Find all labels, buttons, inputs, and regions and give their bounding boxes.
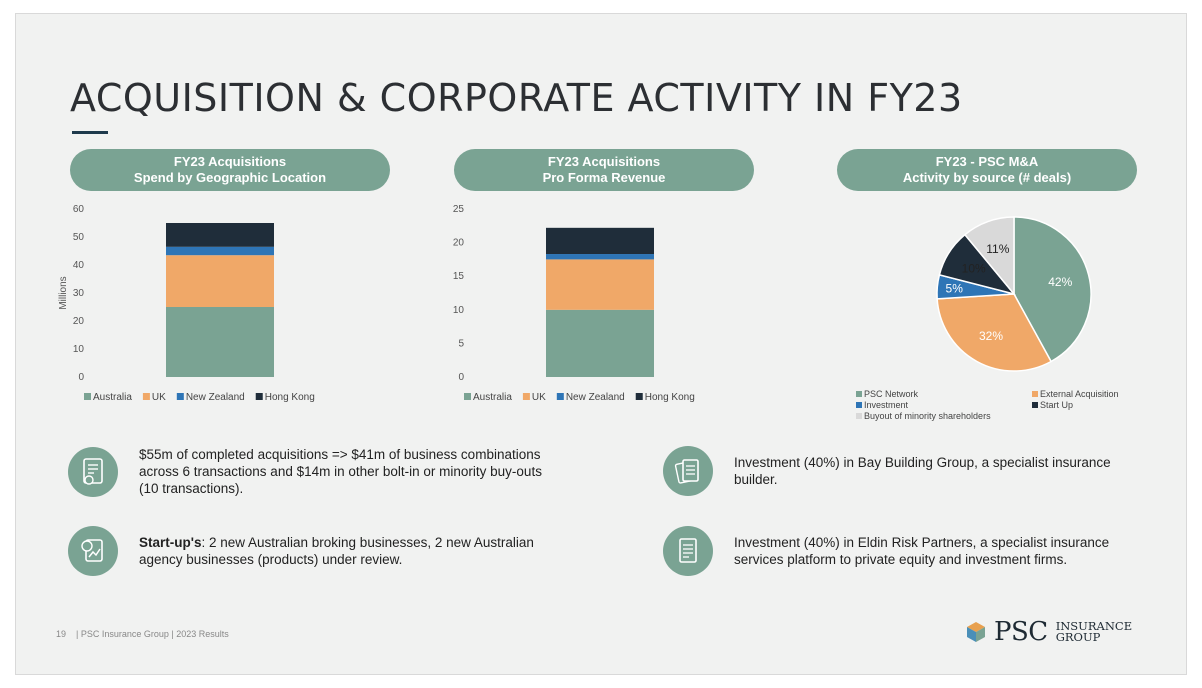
chart1-header: FY23 Acquisitions Spend by Geographic Lo… bbox=[70, 149, 390, 191]
chart2: 0 5 10 15 20 25 Australia UK New Zealand Hong Kon… bbox=[436, 199, 736, 414]
chart1-ytick: 30 bbox=[73, 288, 85, 299]
chart1-legend-uk: UK bbox=[152, 392, 166, 403]
bullet-startups-bold: Start-up's bbox=[139, 535, 202, 550]
chart2-legend-swatch bbox=[556, 393, 564, 400]
pie-slice-buyout-of-minority-shareholders bbox=[963, 216, 1015, 297]
chart1-ytick: 50 bbox=[73, 232, 85, 243]
bullet-acquisitions: $55m of completed acquisitions => $41m o… bbox=[68, 446, 548, 497]
chart3: 42% 32% 5% 10% 11% PSC Network External Acquis… bbox=[836, 197, 1136, 427]
bullet-eldin: Investment (40%) in Eldin Risk Partners,… bbox=[663, 526, 1143, 576]
chart2-header: FY23 Acquisitions Pro Forma Revenue bbox=[454, 149, 754, 191]
pie-label-start-up: 10% bbox=[962, 261, 986, 275]
chart2-header-line1: FY23 Acquisitions bbox=[547, 154, 661, 169]
pie-slice-psc-network bbox=[1013, 216, 1092, 363]
footer-page-number: 19 bbox=[56, 629, 67, 639]
chart2-bar-uk bbox=[546, 259, 654, 310]
chart1-legend-swatch bbox=[255, 393, 263, 400]
psc-logo-icon bbox=[967, 622, 985, 642]
pie-legend-buyout-of-minority-shareholders: Buyout of minority shareholders bbox=[864, 411, 991, 421]
chart-report-icon bbox=[68, 526, 118, 576]
chart2-bar-hong-kong bbox=[546, 227, 654, 255]
chart1-bar-hong-kong bbox=[166, 223, 274, 247]
pie-label-psc-network: 42% bbox=[1048, 275, 1072, 289]
logo-insurance-group: INSURANCE GROUP bbox=[1055, 619, 1133, 644]
title-underline bbox=[72, 131, 108, 134]
chart1-legend-swatch bbox=[84, 393, 91, 400]
chart2-legend-swatch bbox=[635, 393, 643, 400]
chart1-legend-hong-kong: Hong Kong bbox=[265, 392, 315, 403]
pie-legend-psc-network: PSC Network bbox=[864, 389, 919, 399]
logo-psc-text: PSC bbox=[994, 617, 1048, 647]
chart2-legend-swatch bbox=[522, 393, 530, 400]
footer-text: | PSC Insurance Group | 2023 Results bbox=[76, 629, 229, 639]
bullet-bay-building-text: Investment (40%) in Bay Building Group, … bbox=[734, 455, 1111, 487]
chart2-ytick: 20 bbox=[453, 238, 465, 249]
chart3-header-line1: FY23 - PSC M&A bbox=[935, 154, 1039, 169]
chart1-ytick: 20 bbox=[73, 316, 85, 327]
chart2-ytick: 0 bbox=[458, 372, 464, 383]
bullet-eldin-text: Investment (40%) in Eldin Risk Partners,… bbox=[734, 535, 1110, 567]
chart2-legend-swatch bbox=[464, 393, 471, 400]
chart2-ytick: 25 bbox=[453, 204, 465, 215]
bullet-acquisitions-text: $55m of completed acquisitions => $41m o… bbox=[139, 447, 542, 496]
chart2-svg: 0 5 10 15 20 25 Australia UK New Zealand Hong Kon… bbox=[453, 204, 695, 403]
footer: 19 | PSC Insurance Group | 2023 Results bbox=[56, 629, 229, 639]
pie-label-investment: 5% bbox=[946, 281, 964, 295]
chart3-header-line2: Activity by source (# deals) bbox=[902, 170, 1072, 185]
pie-legend-swatch bbox=[856, 391, 862, 397]
chart1: 0 10 20 30 40 50 60 Millions Australia UK New Zeal… bbox=[56, 199, 356, 414]
chart1-bar-new-zealand bbox=[166, 246, 274, 256]
document-icon bbox=[68, 446, 118, 497]
chart2-legend-new-zealand: New Zealand bbox=[566, 392, 625, 403]
page-title: ACQUISITION & CORPORATE ACTIVITY IN FY23 bbox=[70, 76, 963, 120]
pie-legend-external-acquisition: External Acquisition bbox=[1040, 389, 1119, 399]
chart3-svg: 42% 32% 5% 10%11% PSC Network External Acquis… bbox=[856, 216, 1119, 421]
pie-slice-external-acquisition bbox=[936, 293, 1053, 372]
chart2-bar-new-zealand bbox=[546, 254, 654, 260]
chart1-header-line1: FY23 Acquisitions bbox=[173, 154, 287, 169]
chart1-ytick: 0 bbox=[78, 372, 84, 383]
chart1-header-line2: Spend by Geographic Location bbox=[133, 170, 327, 185]
chart2-bar-australia bbox=[546, 309, 654, 377]
logo-line1: INSURANCE bbox=[1055, 619, 1133, 633]
chart1-legend-new-zealand: New Zealand bbox=[186, 392, 245, 403]
pie-label-external-acquisition: 32% bbox=[979, 329, 1003, 343]
pie-legend-swatch bbox=[1032, 402, 1038, 408]
pie-legend-swatch bbox=[856, 413, 862, 419]
chart2-legend-uk: UK bbox=[532, 392, 546, 403]
bullet-startups-rest: : 2 new Australian broking businesses, 2… bbox=[139, 535, 534, 567]
chart1-svg: 0 10 20 30 40 50 60 Millions Australia UK New Zeal… bbox=[58, 204, 315, 403]
chart1-legend-swatch bbox=[176, 393, 184, 400]
chart2-header-line2: Pro Forma Revenue bbox=[542, 170, 666, 185]
pie-legend-swatch bbox=[856, 402, 862, 408]
pie-label-buyout-of-minority-shareholders: 11% bbox=[986, 242, 1009, 256]
psc-logo: PSC INSURANCE GROUP bbox=[964, 617, 1132, 647]
chart2-ytick: 10 bbox=[453, 305, 465, 316]
chart2-ytick: 5 bbox=[458, 338, 464, 349]
bullet-bay-building: Investment (40%) in Bay Building Group, … bbox=[663, 446, 1143, 496]
chart1-legend-swatch bbox=[142, 393, 150, 400]
chart1-bar-uk bbox=[166, 255, 274, 307]
logo-line2: GROUP bbox=[1055, 630, 1101, 644]
chart2-legend-australia: Australia bbox=[473, 392, 512, 403]
chart1-ytick: 40 bbox=[73, 260, 85, 271]
bullet-startups-text: Start-up's: 2 new Australian broking bus… bbox=[139, 534, 548, 568]
chart1-bar-australia bbox=[166, 307, 274, 377]
bullet-startups: Start-up's: 2 new Australian broking bus… bbox=[68, 526, 548, 576]
chart1-ytick: 10 bbox=[73, 344, 85, 355]
pie-legend-investment: Investment bbox=[864, 400, 909, 410]
chart2-legend-hong-kong: Hong Kong bbox=[645, 392, 695, 403]
pie-legend-swatch bbox=[1032, 391, 1038, 397]
papers-icon bbox=[663, 446, 713, 496]
chart3-header: FY23 - PSC M&A Activity by source (# dea… bbox=[837, 149, 1137, 191]
chart1-ytick: 60 bbox=[73, 204, 85, 215]
chart1-ylabel: Millions bbox=[58, 276, 69, 309]
chart2-ytick: 15 bbox=[453, 271, 465, 282]
slide: ACQUISITION & CORPORATE ACTIVITY IN FY23… bbox=[15, 13, 1187, 675]
pie-legend-start-up: Start Up bbox=[1040, 400, 1073, 410]
chart1-legend-australia: Australia bbox=[93, 392, 132, 403]
file-icon bbox=[663, 526, 713, 576]
